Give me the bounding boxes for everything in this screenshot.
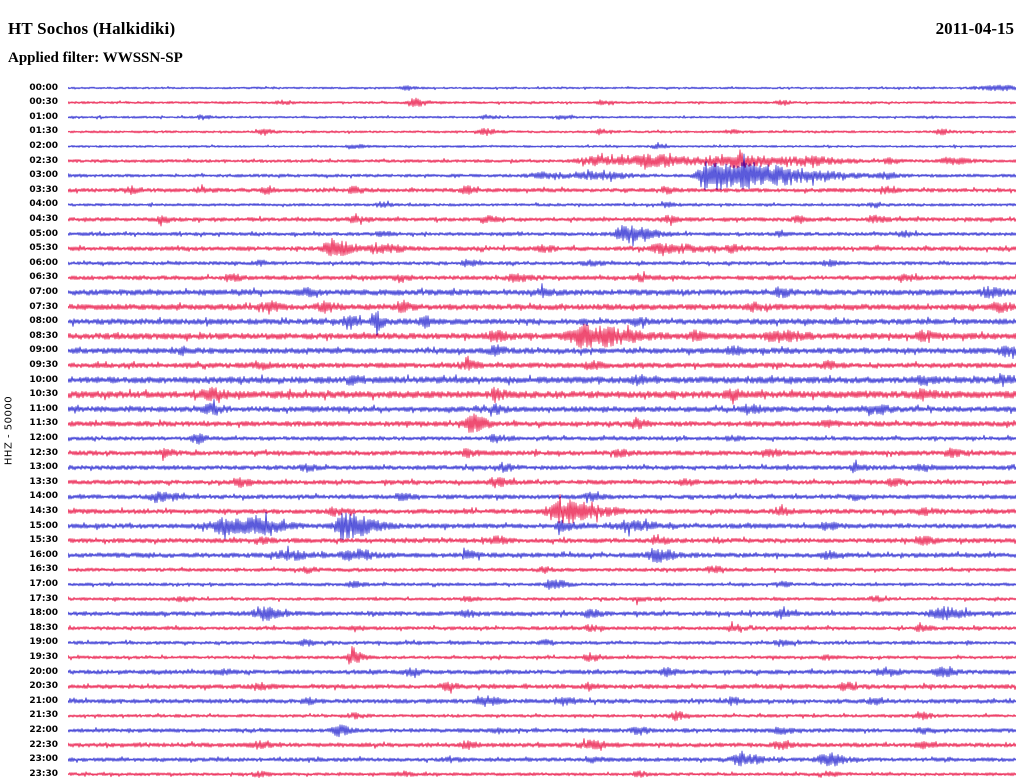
- trace-time-label: 09:30: [29, 359, 58, 370]
- trace-time-label: 11:00: [29, 403, 58, 414]
- trace-time-label: 13:30: [29, 476, 58, 487]
- trace-time-label: 05:30: [29, 243, 58, 254]
- trace-time-label: 15:30: [29, 535, 58, 546]
- trace-time-label: 16:30: [29, 564, 58, 575]
- filter-label: Applied filter: WWSSN-SP: [8, 50, 183, 66]
- trace-time-label: 19:30: [29, 651, 58, 662]
- trace-time-label: 22:00: [29, 724, 58, 735]
- trace-time-label: 00:30: [29, 97, 58, 108]
- trace-time-label: 07:30: [29, 301, 58, 312]
- trace-time-label: 19:00: [29, 637, 58, 648]
- trace-time-label: 16:00: [29, 549, 58, 560]
- trace-time-label: 01:30: [29, 126, 58, 137]
- trace-time-label: 04:00: [29, 199, 58, 210]
- trace-time-label: 02:30: [29, 155, 58, 166]
- trace-time-label: 12:30: [29, 447, 58, 458]
- trace-time-label: 17:30: [29, 593, 58, 604]
- station-title: HT Sochos (Halkidiki): [8, 19, 176, 38]
- record-date: 2011-04-15: [935, 19, 1014, 38]
- trace-time-label: 13:00: [29, 462, 58, 473]
- trace-time-label: 11:30: [29, 418, 58, 429]
- trace-time-label: 20:00: [29, 666, 58, 677]
- time-label-column: 00:00 00:30 01:00 01:30 02:00 02:30 03:00 03:30…: [0, 0, 64, 780]
- trace-time-label: 08:30: [29, 330, 58, 341]
- trace-time-label: 02:00: [29, 140, 58, 151]
- trace-time-label: 15:00: [29, 520, 58, 531]
- trace-time-label: 09:00: [29, 345, 58, 356]
- trace-time-label: 03:30: [29, 184, 58, 195]
- trace-time-label: 14:30: [29, 505, 58, 516]
- trace-time-label: 18:00: [29, 608, 58, 619]
- trace-time-label: 17:00: [29, 578, 58, 589]
- trace-time-label: 10:00: [29, 374, 58, 385]
- trace-time-label: 21:30: [29, 710, 58, 721]
- trace-time-label: 05:00: [29, 228, 58, 239]
- trace-time-label: 12:00: [29, 432, 58, 443]
- trace-time-label: 03:00: [29, 170, 58, 181]
- trace-time-label: 23:30: [29, 768, 58, 779]
- trace-time-label: 06:30: [29, 272, 58, 283]
- trace-time-label: 07:00: [29, 286, 58, 297]
- trace-time-label: 06:00: [29, 257, 58, 268]
- trace-time-label: 08:00: [29, 316, 58, 327]
- trace-time-label: 14:00: [29, 491, 58, 502]
- trace-time-label: 10:30: [29, 389, 58, 400]
- trace-time-label: 01:00: [29, 111, 58, 122]
- trace-time-label: 23:00: [29, 754, 58, 765]
- trace-time-label: 22:30: [29, 739, 58, 750]
- trace-time-label: 00:00: [29, 82, 58, 93]
- trace-time-label: 21:00: [29, 695, 58, 706]
- trace-time-label: 18:30: [29, 622, 58, 633]
- trace-time-label: 20:30: [29, 681, 58, 692]
- trace-time-label: 04:30: [29, 213, 58, 224]
- seismogram-canvas: [68, 80, 1016, 780]
